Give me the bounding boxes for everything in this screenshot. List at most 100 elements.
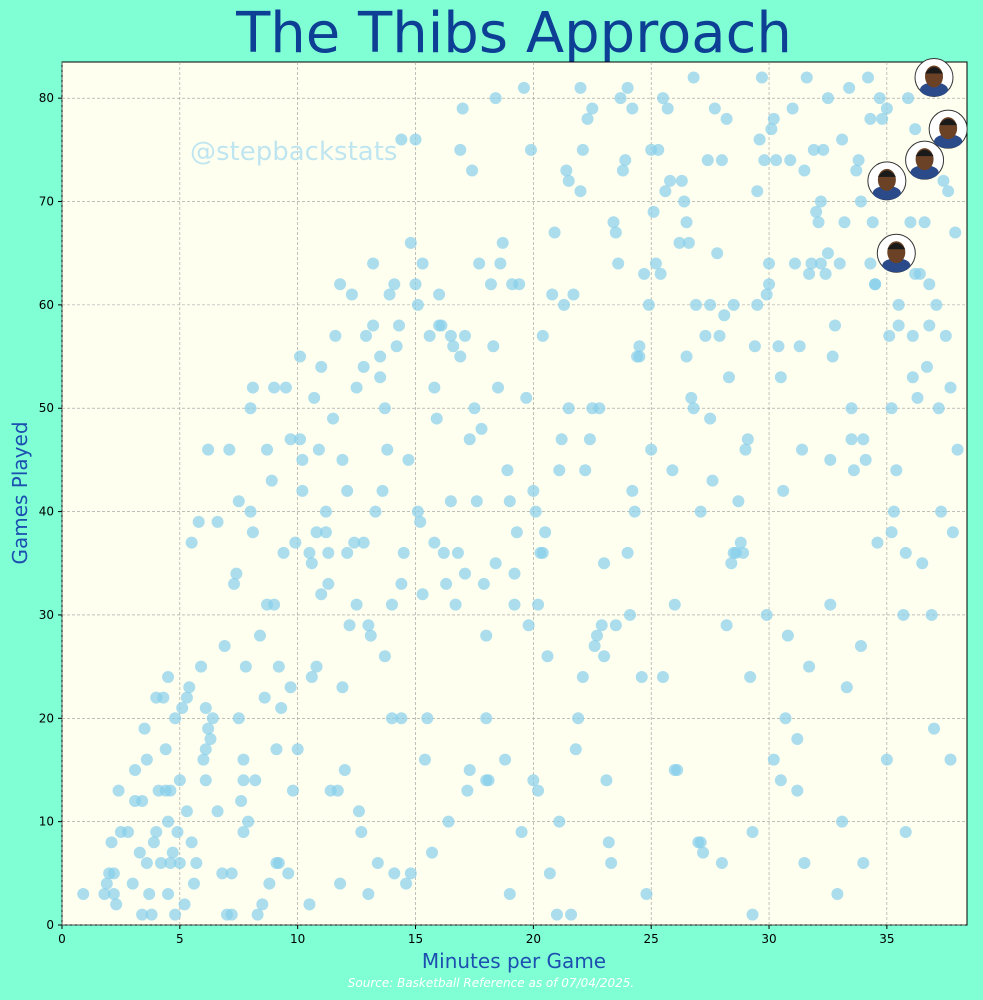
data-point [649, 257, 662, 270]
data-point [796, 443, 809, 456]
data-point [442, 815, 455, 828]
data-point [129, 763, 142, 776]
data-point [687, 402, 700, 415]
data-point [668, 598, 681, 611]
data-point [763, 257, 776, 270]
y-tick-label: 10 [39, 815, 54, 829]
data-point [600, 774, 613, 787]
x-axis-label: Minutes per Game [422, 949, 606, 973]
data-point [199, 701, 212, 714]
data-point [98, 887, 111, 900]
data-point [197, 753, 210, 766]
data-point [272, 856, 285, 869]
data-point [605, 856, 618, 869]
data-point [444, 329, 457, 342]
data-point [774, 774, 787, 787]
data-point [433, 288, 446, 301]
data-point [553, 815, 566, 828]
data-point [532, 784, 545, 797]
data-point [261, 598, 274, 611]
data-point [638, 267, 651, 280]
data-point [925, 608, 938, 621]
data-point [140, 753, 153, 766]
data-point [892, 298, 905, 311]
data-point [334, 877, 347, 890]
data-point [741, 433, 754, 446]
data-point [258, 691, 271, 704]
data-point [195, 660, 208, 673]
data-point [336, 681, 349, 694]
data-point [899, 546, 912, 559]
data-point [261, 443, 274, 456]
data-point [173, 774, 186, 787]
data-point [616, 164, 629, 177]
data-point [350, 598, 363, 611]
data-point [803, 660, 816, 673]
data-point [555, 433, 568, 446]
data-point [180, 691, 193, 704]
data-point [305, 557, 318, 570]
data-point [169, 712, 182, 725]
data-point [527, 774, 540, 787]
data-point [199, 743, 212, 756]
x-axis-ticks: 0 5 10 15 20 25 30 35 [58, 925, 895, 946]
data-point [435, 319, 448, 332]
data-point [635, 670, 648, 683]
data-point [211, 515, 224, 528]
data-point [902, 92, 915, 105]
data-point [737, 546, 750, 559]
data-point [661, 102, 674, 115]
data-point [494, 257, 507, 270]
data-point [395, 577, 408, 590]
data-point [459, 329, 472, 342]
data-point [574, 185, 587, 198]
y-tick-label: 30 [39, 608, 54, 622]
data-point [680, 350, 693, 363]
data-point [857, 856, 870, 869]
data-point [847, 464, 860, 477]
data-point [770, 154, 783, 167]
data-point [376, 484, 389, 497]
data-point [831, 887, 844, 900]
data-point [529, 505, 542, 518]
data-point [409, 278, 422, 291]
data-point [873, 92, 886, 105]
data-point [393, 319, 406, 332]
data-point [345, 288, 358, 301]
data-point [553, 464, 566, 477]
data-point [289, 536, 302, 549]
data-point [461, 784, 474, 797]
x-tick-label: 30 [761, 932, 776, 946]
data-point [583, 433, 596, 446]
y-tick-label: 20 [39, 711, 54, 725]
data-point [869, 278, 882, 291]
data-point [817, 143, 830, 156]
x-tick-label: 10 [290, 932, 305, 946]
data-point [930, 298, 943, 311]
data-point [487, 340, 500, 353]
data-point [272, 660, 285, 673]
data-point [746, 825, 759, 838]
data-point [678, 195, 691, 208]
data-point [704, 298, 717, 311]
highlighted-players [867, 58, 968, 273]
data-point [352, 805, 365, 818]
data-point [199, 774, 212, 787]
data-point [251, 908, 264, 921]
y-axis-label: Games Played [8, 421, 32, 564]
data-point [626, 102, 639, 115]
data-point [388, 867, 401, 880]
data-point [656, 670, 669, 683]
data-point [176, 701, 189, 714]
data-point [864, 112, 877, 125]
data-point [949, 226, 962, 239]
data-point [767, 753, 780, 766]
data-point [150, 825, 163, 838]
data-point [265, 474, 278, 487]
data-point [312, 443, 325, 456]
player-headshot-icon [867, 161, 907, 201]
data-point [440, 577, 453, 590]
data-point [202, 443, 215, 456]
data-point [845, 402, 858, 415]
